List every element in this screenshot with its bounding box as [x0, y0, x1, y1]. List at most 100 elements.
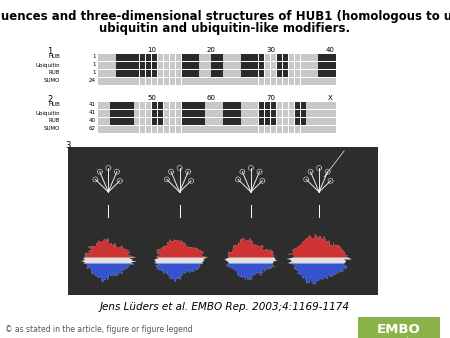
Polygon shape — [154, 239, 208, 258]
Bar — [158, 70, 163, 76]
Bar — [283, 62, 288, 69]
Bar — [146, 77, 151, 84]
Bar — [324, 62, 330, 69]
Bar — [211, 118, 217, 124]
Bar — [223, 101, 229, 108]
Bar — [247, 110, 252, 117]
Bar — [223, 118, 229, 124]
Bar — [324, 77, 330, 84]
Bar — [253, 125, 258, 132]
Bar — [241, 125, 247, 132]
Bar — [265, 70, 270, 76]
Text: 3: 3 — [65, 141, 70, 150]
Bar — [312, 110, 318, 117]
Bar — [116, 101, 122, 108]
Bar — [122, 77, 127, 84]
Text: ubiquitin and ubiquitin-like modifiers.: ubiquitin and ubiquitin-like modifiers. — [99, 22, 351, 35]
Bar — [188, 101, 193, 108]
Bar — [265, 53, 270, 61]
Bar — [176, 62, 181, 69]
Text: 10: 10 — [147, 47, 156, 53]
Bar — [295, 53, 300, 61]
Bar — [170, 110, 175, 117]
Bar — [164, 118, 169, 124]
Bar — [223, 110, 229, 117]
Bar — [188, 118, 193, 124]
Bar — [140, 62, 145, 69]
Bar — [306, 77, 312, 84]
Text: Ubiquitin: Ubiquitin — [36, 63, 60, 68]
Bar — [140, 101, 145, 108]
Bar — [170, 62, 175, 69]
Bar — [98, 110, 104, 117]
Bar — [318, 70, 324, 76]
Bar — [164, 62, 169, 69]
Bar — [271, 118, 276, 124]
Bar — [188, 70, 193, 76]
Bar — [288, 110, 294, 117]
Text: RUB: RUB — [49, 119, 60, 123]
Bar — [241, 118, 247, 124]
Polygon shape — [287, 234, 351, 285]
Bar — [277, 62, 282, 69]
Bar — [134, 101, 140, 108]
Bar — [205, 118, 211, 124]
Bar — [312, 125, 318, 132]
Bar — [199, 118, 205, 124]
Bar — [205, 101, 211, 108]
Bar — [217, 101, 223, 108]
Bar — [330, 62, 336, 69]
Bar — [128, 77, 134, 84]
Text: 24: 24 — [89, 78, 96, 83]
Bar — [235, 101, 241, 108]
Bar — [241, 53, 247, 61]
Bar — [223, 53, 229, 61]
Bar — [164, 77, 169, 84]
Text: Protein sequences and three-dimensional structures of HUB1 (homologous to ubiqui: Protein sequences and three-dimensional … — [0, 10, 450, 23]
Bar — [199, 77, 205, 84]
Bar — [181, 77, 187, 84]
Bar — [188, 125, 193, 132]
Text: HUB: HUB — [48, 102, 60, 107]
Bar — [235, 77, 241, 84]
Bar — [98, 70, 104, 76]
Bar — [104, 70, 110, 76]
Bar — [241, 77, 247, 84]
Bar — [134, 110, 140, 117]
Bar — [259, 53, 265, 61]
Bar — [241, 70, 247, 76]
Bar — [205, 53, 211, 61]
Bar — [181, 62, 187, 69]
Bar — [188, 110, 193, 117]
Bar — [259, 125, 265, 132]
Bar — [194, 101, 199, 108]
Bar — [152, 118, 158, 124]
Bar — [152, 101, 158, 108]
Text: reports: reports — [384, 336, 414, 338]
Bar — [128, 110, 134, 117]
Bar — [188, 62, 193, 69]
Bar — [158, 62, 163, 69]
Bar — [199, 101, 205, 108]
Bar — [110, 118, 116, 124]
Bar — [146, 53, 151, 61]
Bar — [110, 125, 116, 132]
Bar — [122, 110, 127, 117]
Bar — [283, 53, 288, 61]
Bar — [104, 125, 110, 132]
Bar — [181, 101, 187, 108]
Bar — [110, 70, 116, 76]
Bar — [217, 70, 223, 76]
Bar — [277, 53, 282, 61]
Bar — [194, 70, 199, 76]
Bar — [194, 62, 199, 69]
Bar — [265, 101, 270, 108]
Bar — [247, 125, 252, 132]
Bar — [170, 101, 175, 108]
Text: 30: 30 — [266, 47, 275, 53]
Bar — [170, 53, 175, 61]
Bar — [229, 53, 234, 61]
Bar — [104, 62, 110, 69]
Bar — [271, 70, 276, 76]
Bar — [253, 101, 258, 108]
